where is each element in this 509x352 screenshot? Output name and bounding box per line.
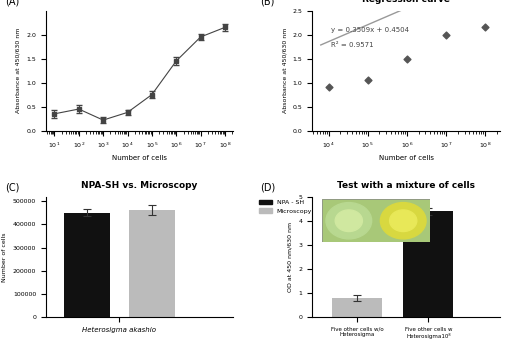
Title: NPA-SH vs. Microscopy: NPA-SH vs. Microscopy bbox=[81, 181, 197, 190]
Y-axis label: Absorbance at 450/630 nm: Absorbance at 450/630 nm bbox=[16, 28, 21, 113]
Text: y = 0.3509x + 0.4504: y = 0.3509x + 0.4504 bbox=[330, 27, 408, 33]
Text: (B): (B) bbox=[259, 0, 273, 7]
Legend: NPA - SH, Microscopy: NPA - SH, Microscopy bbox=[257, 197, 314, 216]
Point bbox=[324, 84, 332, 90]
Bar bbox=[129, 210, 175, 317]
Y-axis label: Number of cells: Number of cells bbox=[2, 232, 7, 282]
Text: (A): (A) bbox=[5, 0, 19, 7]
Point bbox=[402, 56, 410, 61]
Point bbox=[480, 25, 488, 30]
Bar bbox=[331, 298, 381, 317]
Point bbox=[441, 32, 449, 37]
Point bbox=[363, 77, 371, 83]
Y-axis label: Absorbance at 450/630 nm: Absorbance at 450/630 nm bbox=[281, 28, 287, 113]
Text: (D): (D) bbox=[259, 183, 274, 193]
X-axis label: Number of cells: Number of cells bbox=[112, 155, 167, 161]
Text: R² = 0.9571: R² = 0.9571 bbox=[330, 42, 373, 48]
Text: (C): (C) bbox=[5, 183, 19, 193]
Y-axis label: OD at 450 nm/630 nm: OD at 450 nm/630 nm bbox=[288, 222, 292, 292]
Bar bbox=[403, 211, 453, 317]
Title: Test with a mixture of cells: Test with a mixture of cells bbox=[336, 181, 474, 190]
Title: Regression curve: Regression curve bbox=[361, 0, 449, 4]
X-axis label: Number of cells: Number of cells bbox=[378, 155, 433, 161]
Bar bbox=[64, 213, 109, 317]
